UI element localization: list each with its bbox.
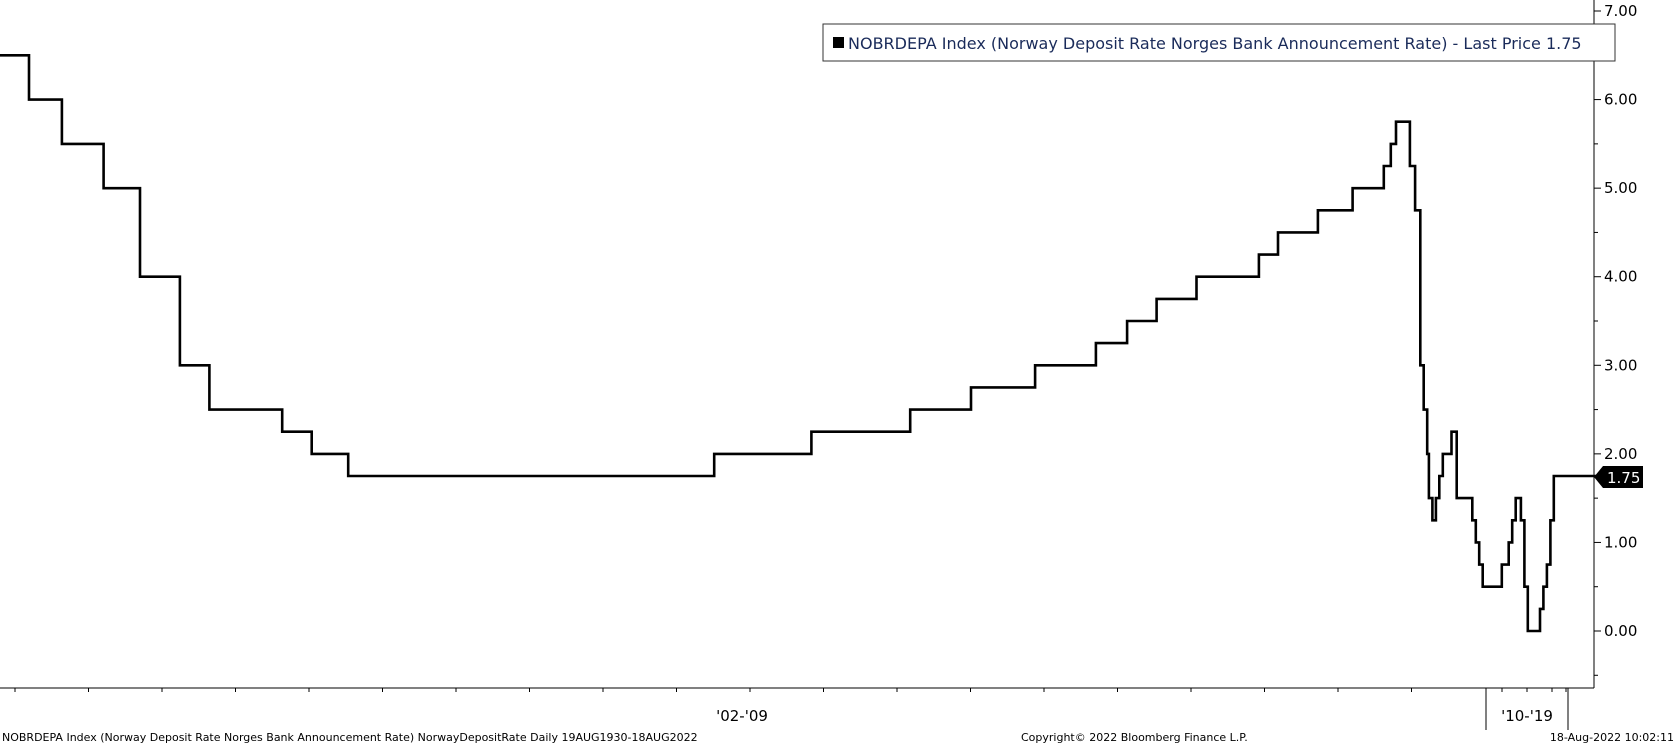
y-tick-label: 3.00 <box>1604 356 1637 374</box>
footer-copyright: Copyright© 2022 Bloomberg Finance L.P. <box>1021 731 1248 744</box>
y-axis: 7.00 6.00 5.00 4.00 3.00 2.00 1.00 0.00 <box>1593 0 1637 688</box>
last-price-label: 1.75 <box>1607 469 1640 487</box>
legend-box <box>822 23 1616 62</box>
x-tick-label: '02-'09 <box>716 707 768 725</box>
series-line <box>0 54 1596 633</box>
y-tick-label: 4.00 <box>1604 268 1637 286</box>
footer-source: NOBRDEPA Index (Norway Deposit Rate Norg… <box>2 731 698 744</box>
last-price-tag <box>1594 466 1643 488</box>
x-tick-label: '10-'19 <box>1501 707 1553 725</box>
legend-label: NOBRDEPA Index (Norway Deposit Rate Norg… <box>848 34 1582 53</box>
y-tick-label: 7.00 <box>1604 2 1637 20</box>
footer-timestamp: 18-Aug-2022 10:02:11 <box>1549 731 1674 744</box>
series <box>0 54 1596 633</box>
legend-swatch <box>833 37 844 48</box>
y-tick-label: 6.00 <box>1604 91 1637 109</box>
x-axis: '02-'09 '10-'19 <box>0 687 1594 730</box>
y-tick-label: 1.00 <box>1604 533 1637 551</box>
legend: NOBRDEPA Index (Norway Deposit Rate Norg… <box>822 23 1616 62</box>
last-price-marker: 1.75 <box>1594 466 1643 488</box>
y-tick-label: 0.00 <box>1604 622 1637 640</box>
y-tick-label: 5.00 <box>1604 179 1637 197</box>
y-tick-label: 2.00 <box>1604 445 1637 463</box>
